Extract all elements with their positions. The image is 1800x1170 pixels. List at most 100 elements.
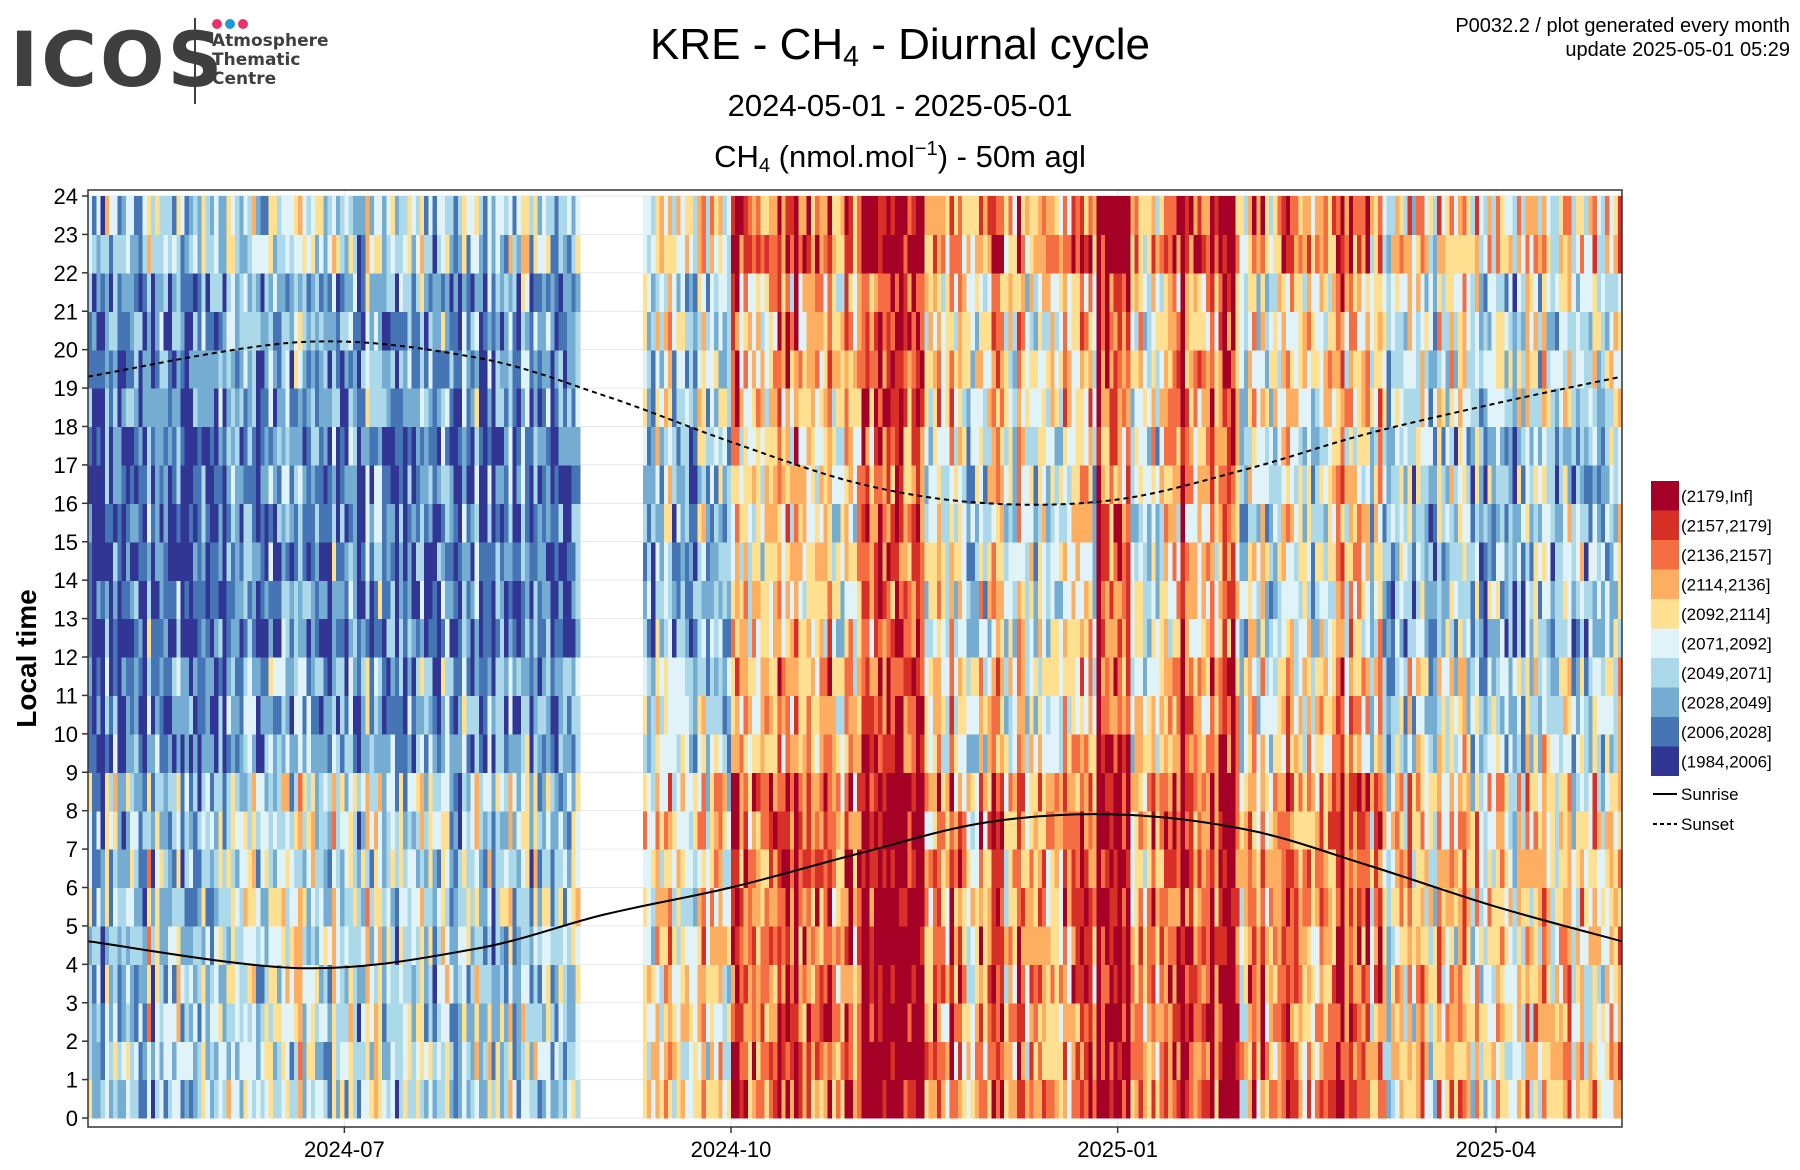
heatmap-cell (109, 657, 114, 697)
heatmap-cell (928, 887, 934, 927)
heatmap-cell (869, 272, 875, 312)
heatmap-cell (823, 618, 829, 658)
heatmap-cell (155, 349, 161, 389)
heatmap-cell (957, 810, 963, 850)
heatmap-cell (163, 272, 169, 312)
heatmap-cell (222, 887, 228, 927)
heatmap-cell (104, 1002, 110, 1042)
heatmap-cell (739, 234, 745, 274)
heatmap-cell (865, 772, 871, 812)
heatmap-cell (827, 464, 833, 504)
heatmap-cell (659, 272, 665, 312)
heatmap-cell (277, 388, 282, 428)
heatmap-cell (167, 580, 173, 620)
heatmap-cell (836, 272, 841, 312)
heatmap-cell (533, 887, 539, 927)
heatmap-cell (474, 272, 480, 312)
heatmap-cell (445, 772, 451, 812)
heatmap-cell (999, 925, 1005, 965)
heatmap-cell (987, 1041, 993, 1081)
heatmap-cell (945, 541, 951, 581)
heatmap-cell (487, 580, 493, 620)
heatmap-cell (932, 1002, 938, 1042)
heatmap-cell (941, 733, 946, 773)
heatmap-cell (344, 388, 350, 428)
heatmap-cell (1004, 464, 1009, 504)
heatmap-cell (125, 810, 131, 850)
heatmap-cell (302, 925, 308, 965)
heatmap-cell (167, 1041, 173, 1081)
heatmap-cell (344, 349, 350, 389)
heatmap-cell (432, 1079, 438, 1119)
heatmap-cell (436, 695, 442, 735)
heatmap-cell (550, 964, 556, 1004)
heatmap-cell (974, 887, 980, 927)
heatmap-cell (894, 657, 900, 697)
heatmap-cell (646, 503, 652, 543)
heatmap-cell (159, 772, 165, 812)
heatmap-cell (554, 925, 560, 965)
heatmap-cell (256, 311, 261, 351)
heatmap-cell (525, 464, 530, 504)
heatmap-cell (957, 503, 963, 543)
heatmap-cell (646, 349, 652, 389)
heatmap-cell (117, 503, 123, 543)
heatmap-cell (983, 541, 988, 581)
heatmap-cell (903, 772, 909, 812)
heatmap-cell (340, 1079, 345, 1119)
heatmap-cell (222, 196, 228, 236)
heatmap-cell (491, 388, 497, 428)
heatmap-cell (491, 234, 497, 274)
heatmap-cell (903, 426, 909, 466)
heatmap-cell (256, 733, 261, 773)
heatmap-cell (331, 849, 337, 889)
heatmap-cell (541, 849, 547, 889)
heatmap-cell (949, 733, 955, 773)
heatmap-cell (256, 810, 261, 850)
heatmap-cell (970, 887, 976, 927)
heatmap-cell (272, 503, 278, 543)
heatmap-cell (411, 426, 417, 466)
heatmap-cell (247, 1002, 253, 1042)
heatmap-cell (104, 388, 110, 428)
heatmap-cell (815, 388, 820, 428)
heatmap-cell (869, 464, 875, 504)
heatmap-cell (785, 234, 791, 274)
heatmap-cell (819, 695, 825, 735)
heatmap-cell (718, 810, 724, 850)
heatmap-cell (558, 849, 564, 889)
heatmap-cell (432, 733, 438, 773)
heatmap-cell (655, 196, 661, 236)
heatmap-cell (991, 311, 997, 351)
heatmap-cell (167, 311, 173, 351)
heatmap-cell (529, 733, 535, 773)
heatmap-cell (831, 388, 837, 428)
heatmap-cell (268, 272, 274, 312)
heatmap-cell (155, 196, 161, 236)
heatmap-cell (869, 964, 875, 1004)
heatmap-cell (478, 849, 484, 889)
heatmap-cell (331, 1002, 337, 1042)
heatmap-cell (487, 618, 493, 658)
heatmap-cell (815, 1041, 820, 1081)
heatmap-cell (281, 196, 287, 236)
heatmap-cell (840, 349, 846, 389)
chart-subtitle: 2024-05-01 - 2025-05-01 (727, 88, 1073, 123)
heatmap-cell (945, 849, 951, 889)
heatmap-cell (281, 695, 287, 735)
heatmap-cell (214, 311, 219, 351)
heatmap-cell (298, 464, 303, 504)
heatmap-cell (483, 772, 488, 812)
heatmap-cell (163, 196, 169, 236)
heatmap-cell (487, 964, 493, 1004)
heatmap-cell (96, 541, 102, 581)
heatmap-cell (714, 1002, 720, 1042)
heatmap-cell (794, 887, 799, 927)
heatmap-cell (760, 464, 766, 504)
heatmap-cell (352, 618, 358, 658)
heatmap-cell (209, 503, 215, 543)
heatmap-cell (176, 887, 182, 927)
heatmap-cell (504, 618, 509, 658)
heatmap-cell (684, 925, 690, 965)
heatmap-cell (167, 695, 173, 735)
